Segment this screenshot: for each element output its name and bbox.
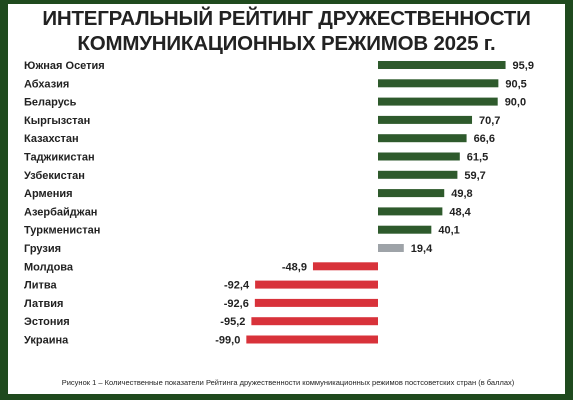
bar — [378, 61, 506, 69]
value-label: -92,6 — [224, 298, 249, 310]
category-label: Казахстан — [24, 133, 79, 145]
category-label: Армения — [24, 188, 73, 200]
value-label: -99,0 — [215, 335, 240, 347]
value-label: 19,4 — [411, 243, 433, 255]
bar — [378, 189, 445, 198]
category-label: Латвия — [24, 298, 63, 310]
category-label: Литва — [24, 280, 57, 292]
bar — [251, 317, 378, 326]
value-label: 40,1 — [438, 225, 459, 237]
bar — [378, 79, 499, 88]
category-label: Узбекистан — [24, 170, 85, 182]
category-label: Эстония — [24, 316, 70, 328]
bar — [312, 262, 378, 271]
value-label: -48,9 — [282, 261, 307, 273]
category-label: Молдова — [24, 261, 74, 273]
bar — [378, 170, 458, 179]
bar — [246, 335, 378, 344]
category-label: Южная Осетия — [24, 60, 105, 72]
title-line-1: ИНТЕГРАЛЬНЫЙ РЕЙТИНГ ДРУЖЕСТВЕННОСТИ — [42, 7, 531, 30]
bar — [378, 115, 473, 124]
value-label: 61,5 — [467, 152, 488, 164]
category-label: Азербайджан — [24, 206, 97, 218]
bar — [378, 134, 467, 143]
value-label: 59,7 — [464, 170, 485, 182]
value-label: 66,6 — [474, 133, 495, 145]
category-label: Таджикистан — [24, 152, 95, 164]
category-label: Кыргызстан — [24, 115, 90, 127]
figure-caption: Рисунок 1 – Количественные показатели Ре… — [61, 378, 515, 387]
bar — [255, 280, 378, 289]
category-label: Беларусь — [24, 97, 77, 109]
value-label: -92,4 — [224, 280, 250, 292]
category-label: Абхазия — [24, 78, 69, 90]
value-label: 49,8 — [451, 188, 472, 200]
category-label: Грузия — [24, 243, 61, 255]
bar — [378, 244, 404, 252]
value-label: -95,2 — [220, 316, 245, 328]
bar — [378, 207, 443, 216]
value-label: 70,7 — [479, 115, 500, 127]
title-line-2: КОММУНИКАЦИОННЫХ РЕЖИМОВ 2025 г. — [77, 32, 496, 55]
bar — [378, 152, 460, 161]
bar-chart: Южная Осетия 95,9 Абхазия 90,5 Беларусь 90,0 К… — [24, 60, 534, 347]
category-label: Украина — [24, 335, 69, 347]
bar — [378, 97, 498, 106]
chart-title: ИНТЕГРАЛЬНЫЙ РЕЙТИНГ ДРУЖЕСТВЕННОСТИ КОМ… — [8, 6, 565, 56]
bar — [378, 225, 432, 234]
category-label: Туркменистан — [24, 225, 100, 237]
value-label: 90,5 — [505, 78, 526, 90]
chart-card: ИНТЕГРАЛЬНЫЙ РЕЙТИНГ ДРУЖЕСТВЕННОСТИ КОМ… — [8, 4, 565, 394]
value-label: 48,4 — [449, 206, 471, 218]
bar — [254, 298, 378, 307]
value-label: 95,9 — [513, 60, 534, 72]
value-label: 90,0 — [505, 97, 526, 109]
